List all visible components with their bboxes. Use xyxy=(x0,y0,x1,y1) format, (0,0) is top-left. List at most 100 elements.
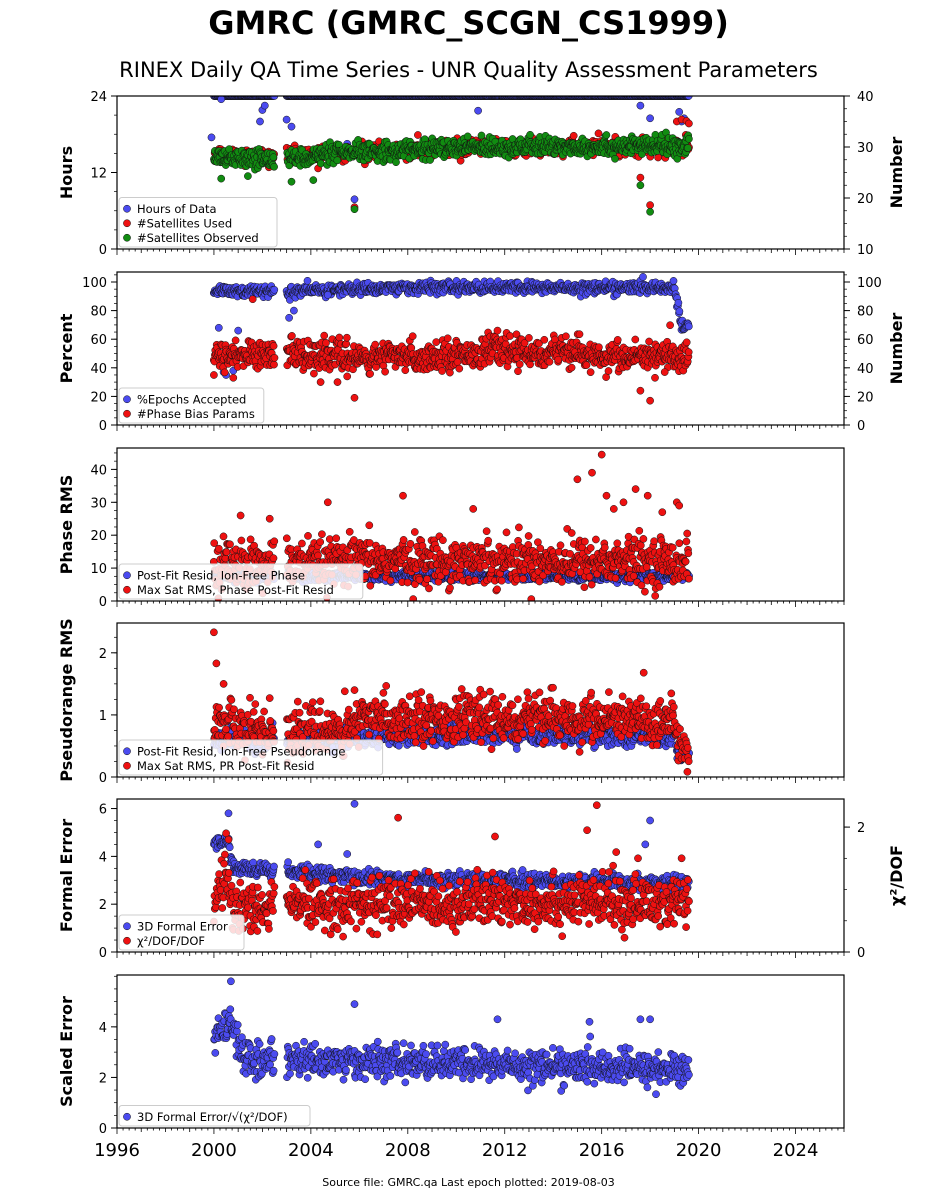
outlier-point xyxy=(217,96,226,104)
data-point xyxy=(684,322,693,331)
data-point xyxy=(639,273,647,281)
series-red xyxy=(210,115,693,212)
data-point xyxy=(562,332,570,341)
data-point xyxy=(381,367,389,376)
data-point xyxy=(545,357,554,366)
y2-tick-label: 40 xyxy=(857,90,874,105)
y-tick-label: 20 xyxy=(90,390,107,405)
data-point xyxy=(270,353,279,362)
data-point xyxy=(320,331,329,340)
data-point xyxy=(220,368,229,377)
outlier-point xyxy=(287,122,296,131)
outlier-point xyxy=(636,101,645,110)
points xyxy=(207,96,693,216)
y2-tick-label: 80 xyxy=(857,305,874,320)
data-point xyxy=(335,333,344,342)
legend-marker xyxy=(123,233,131,242)
outlier-point xyxy=(474,106,482,115)
y-tick-label: 80 xyxy=(90,305,107,320)
outlier-point xyxy=(343,372,352,381)
data-point xyxy=(453,358,462,366)
outlier-point xyxy=(234,326,243,335)
outlier-point xyxy=(217,174,226,183)
outlier-point xyxy=(646,396,654,405)
y-tick-label: 60 xyxy=(90,333,107,348)
outlier-point xyxy=(350,195,359,204)
y2-axis-label: Number xyxy=(887,137,906,209)
outlier-point xyxy=(207,133,216,142)
y-tick-label: 40 xyxy=(90,362,107,377)
outlier-point xyxy=(290,306,298,315)
data-point xyxy=(611,154,619,163)
chart-subtitle: RINEX Daily QA Time Series - UNR Quality… xyxy=(119,58,818,82)
outlier-point xyxy=(210,371,218,379)
data-point xyxy=(594,129,603,138)
data-point xyxy=(333,156,342,165)
y2-tick-label: 10 xyxy=(857,243,874,258)
series-green xyxy=(210,128,693,216)
data-point xyxy=(371,340,380,349)
data-point xyxy=(514,367,522,376)
data-point xyxy=(349,365,357,374)
data-point xyxy=(631,335,640,344)
outlier-point xyxy=(685,119,693,128)
outlier-point xyxy=(675,108,684,116)
y2-tick-label: 20 xyxy=(857,192,874,207)
data-point xyxy=(666,321,674,330)
outlier-point xyxy=(244,172,252,180)
outlier-point xyxy=(333,378,342,386)
data-point xyxy=(432,338,441,346)
outlier-point xyxy=(350,205,359,214)
series-red xyxy=(209,295,693,405)
y-axis-label: Hours xyxy=(57,146,76,199)
data-point xyxy=(477,131,486,140)
y2-tick-label: 30 xyxy=(857,141,874,156)
outlier-point xyxy=(256,117,264,126)
outlier-point xyxy=(309,176,318,184)
outlier-point xyxy=(646,207,654,216)
data-point xyxy=(269,153,278,162)
y-tick-label: 24 xyxy=(90,90,107,105)
legend-entry: #Phase Bias Params xyxy=(137,407,255,421)
data-point xyxy=(567,363,576,372)
legend-entry: #Satellites Used xyxy=(137,216,232,230)
points xyxy=(209,273,693,405)
data-point xyxy=(322,339,330,347)
data-point xyxy=(401,366,410,375)
data-point xyxy=(414,131,422,139)
data-point xyxy=(602,131,611,139)
data-point xyxy=(575,330,584,339)
outlier-point xyxy=(646,114,654,123)
outlier-point xyxy=(260,101,269,110)
data-point xyxy=(669,277,678,285)
data-point xyxy=(540,335,549,344)
outlier-point xyxy=(287,177,296,186)
data-point xyxy=(613,336,622,344)
data-point xyxy=(310,369,318,378)
data-point xyxy=(526,130,534,139)
data-point xyxy=(392,158,400,167)
outlier-point xyxy=(248,295,257,304)
y2-tick-label: 0 xyxy=(857,419,865,434)
legend-entry: %Epochs Accepted xyxy=(137,392,246,406)
legend-marker xyxy=(123,219,131,228)
data-point xyxy=(316,159,325,168)
data-point xyxy=(270,162,278,171)
data-point xyxy=(569,131,578,140)
outlier-point xyxy=(493,326,502,335)
chart-title: GMRC (GMRC_SCGN_CS1999) xyxy=(208,4,729,42)
outlier-point xyxy=(636,181,645,190)
outlier-point xyxy=(282,115,291,124)
data-point xyxy=(463,132,472,141)
data-point xyxy=(366,369,374,378)
legend xyxy=(118,197,278,248)
legend-entry: #Satellites Observed xyxy=(137,231,259,245)
data-point xyxy=(270,285,279,294)
outlier-point xyxy=(636,173,645,182)
outlier-point xyxy=(660,368,669,376)
data-point xyxy=(426,156,434,164)
data-point xyxy=(438,367,446,375)
outlier-point xyxy=(323,291,332,299)
legend-marker xyxy=(123,395,131,404)
